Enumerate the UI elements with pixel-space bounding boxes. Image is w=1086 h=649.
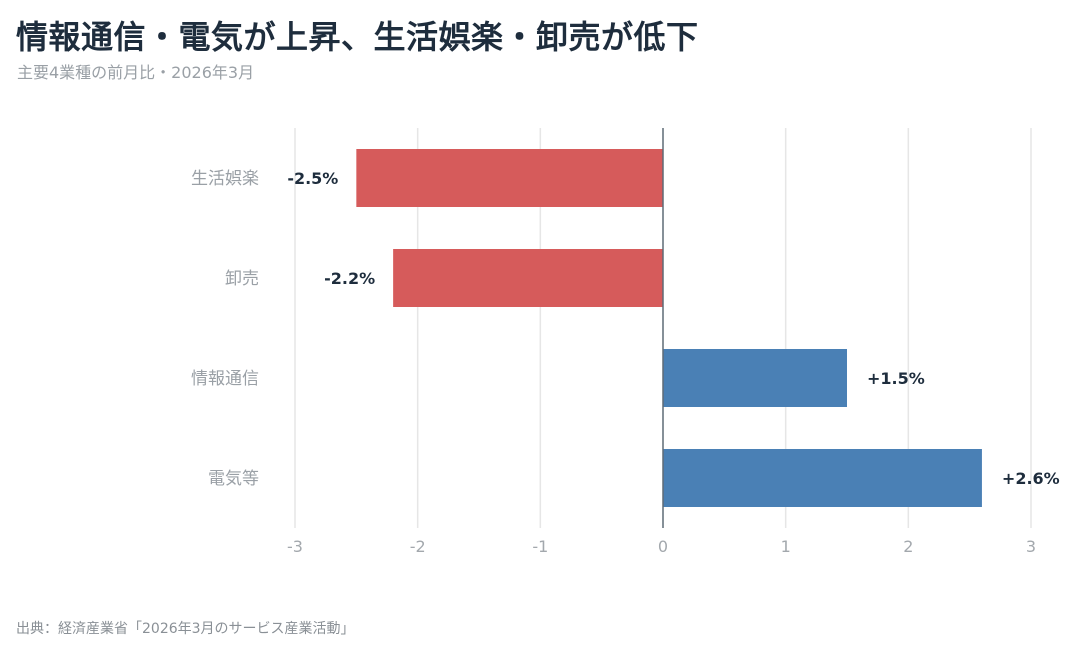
bar-chart: -3 -2 -1 0 1 2 3 生活娯楽 -2.5% 卸売 -2.2% 情報通信 +1.5% 電気等 +2… (191, 128, 1060, 556)
data-label: -2.5% (287, 169, 338, 188)
x-tick-label: 3 (1026, 537, 1036, 556)
x-tick-label: -3 (287, 537, 303, 556)
chart-title: 情報通信・電気が上昇、生活娯楽・卸売が低下 (16, 18, 699, 56)
bar (356, 149, 663, 207)
x-tick-label: 0 (658, 537, 668, 556)
bar (663, 349, 847, 407)
bar (663, 449, 982, 507)
x-tick-label: -2 (410, 537, 426, 556)
source-note: 出典：経済産業省「2026年3月のサービス産業活動」 (16, 621, 355, 637)
category-label: 生活娯楽 (191, 169, 259, 189)
x-tick-label: -1 (532, 537, 548, 556)
data-label: +1.5% (867, 369, 925, 388)
data-label: -2.2% (324, 269, 375, 288)
labels: -3 -2 -1 0 1 2 3 生活娯楽 -2.5% 卸売 -2.2% 情報通信 +1.5% 電気等 +2… (191, 169, 1060, 556)
category-label: 電気等 (208, 469, 259, 489)
bars (356, 149, 982, 507)
bar (393, 249, 663, 307)
x-tick-label: 2 (903, 537, 913, 556)
data-label: +2.6% (1002, 469, 1060, 488)
category-label: 情報通信 (191, 369, 259, 389)
category-label: 卸売 (225, 269, 259, 289)
x-tick-label: 1 (781, 537, 791, 556)
chart-subtitle: 主要4業種の前月比・2026年3月 (17, 63, 255, 82)
